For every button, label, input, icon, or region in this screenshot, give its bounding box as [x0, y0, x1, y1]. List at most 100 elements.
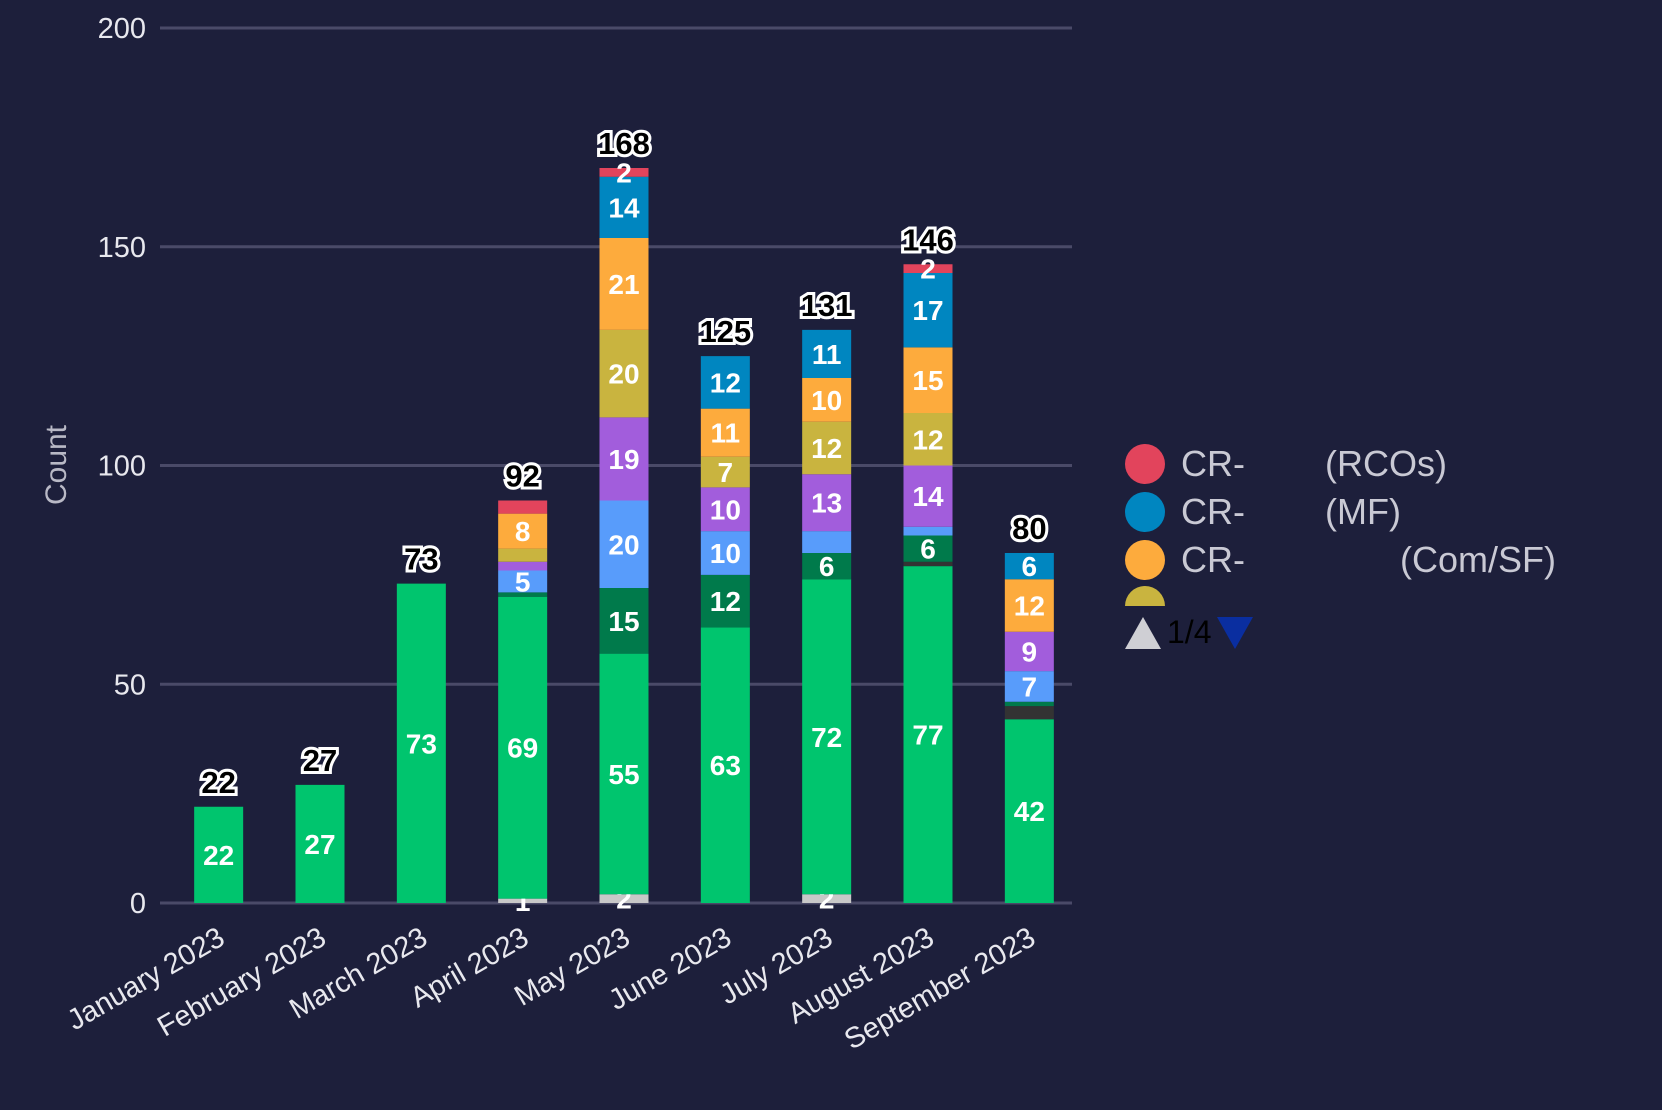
legend-next-page-icon[interactable]	[1217, 616, 1254, 649]
bar-segment	[498, 898, 548, 903]
legend-label: CR-	[1181, 539, 1245, 580]
legend-item-partial	[1125, 586, 1165, 606]
bar-segment	[1004, 671, 1054, 702]
segment-label: 10	[811, 385, 842, 416]
bar-segment	[498, 570, 548, 593]
legend-pager: 1/4	[1125, 614, 1605, 651]
bar-segment	[903, 566, 953, 903]
bar-segment	[903, 526, 953, 536]
bar-total-label: 80	[1012, 511, 1046, 546]
bar-segment	[903, 273, 953, 348]
bar-segment	[396, 583, 446, 903]
segment-label: 12	[811, 433, 842, 464]
y-tick-label: 50	[114, 669, 146, 701]
segment-label: 55	[608, 759, 639, 790]
legend-label-suffix: (MF)	[1325, 491, 1401, 532]
segment-label: 11	[711, 418, 741, 449]
bar-segment	[599, 238, 649, 330]
bar-segment	[802, 421, 852, 475]
bar-total-label: 168	[598, 126, 650, 161]
bar-segment	[295, 784, 345, 903]
bar-segment	[1004, 631, 1054, 672]
bar-segment	[1004, 579, 1054, 632]
segment-label: 72	[811, 722, 842, 753]
segment-label: 12	[710, 586, 741, 617]
bar-total-label: 22	[201, 765, 235, 800]
legend-page-indicator: 1/4	[1167, 614, 1212, 650]
segment-label: 15	[608, 606, 639, 637]
bar-segment	[903, 347, 953, 413]
segment-label: 10	[710, 494, 741, 525]
bar-segment	[802, 474, 852, 532]
segment-label: 12	[912, 424, 943, 455]
segment-label: 12	[710, 367, 741, 398]
segment-label: 19	[608, 444, 639, 475]
segment-label: 10	[710, 538, 741, 569]
bar-segment	[802, 894, 852, 903]
segment-label: 11	[812, 339, 842, 370]
bar-segment	[498, 513, 548, 549]
segment-label: 73	[406, 728, 437, 759]
segment-label: 9	[1022, 636, 1038, 667]
bar-segment	[700, 487, 750, 532]
bar-segment	[802, 579, 852, 895]
segment-label: 20	[608, 529, 639, 560]
bar-segment	[903, 465, 953, 527]
legend-item-mf[interactable]: CR- (MF)	[1125, 488, 1605, 536]
segment-label: 14	[608, 192, 640, 223]
segment-label: 21	[608, 269, 639, 300]
bar-segment	[903, 413, 953, 466]
bar-segment	[599, 176, 649, 238]
segment-label: 42	[1014, 796, 1045, 827]
segment-label: 7	[718, 457, 734, 488]
y-axis-title: Count	[40, 424, 73, 505]
bar-segment	[903, 561, 953, 567]
bar-segment	[599, 329, 649, 418]
bar-segment	[700, 456, 750, 488]
segment-label: 15	[912, 365, 943, 396]
y-tick-label: 0	[130, 888, 146, 920]
bar-segment	[1004, 553, 1054, 580]
y-tick-label: 200	[98, 13, 146, 45]
segment-label: 6	[819, 551, 835, 582]
legend-label-suffix: (Com/SF)	[1400, 539, 1556, 580]
bar-segment	[903, 264, 953, 273]
bar-total-label: 92	[505, 459, 539, 494]
bar-segment	[498, 592, 548, 597]
segment-label: 22	[203, 840, 234, 871]
legend-label: CR-	[1181, 491, 1245, 532]
bar-segment	[599, 417, 649, 501]
segment-label: 69	[507, 733, 538, 764]
bar-segment	[700, 574, 750, 628]
bar-segment	[802, 329, 852, 378]
segment-label: 12	[1014, 591, 1045, 622]
bar-segment	[498, 548, 548, 562]
bar-segment	[599, 500, 649, 588]
legend-item-rcos[interactable]: CR- (RCOs)	[1125, 440, 1605, 488]
segment-label: 63	[710, 750, 741, 781]
segment-label: 77	[912, 720, 943, 751]
bar-total-label: 131	[801, 288, 853, 323]
x-tick-label: February 2023	[152, 921, 331, 1043]
legend-label-suffix: (RCOs)	[1325, 443, 1447, 484]
bar-segment	[700, 627, 750, 903]
bar-segment	[802, 531, 852, 553]
segment-label: 6	[920, 534, 936, 565]
bar-segment	[802, 378, 852, 422]
segment-label: 2	[616, 157, 632, 188]
bar-segment	[1004, 701, 1054, 707]
segment-label: 2	[920, 254, 936, 285]
legend-item-com-sf[interactable]: CR- (Com/SF)	[1125, 536, 1605, 584]
bar-segment	[903, 535, 953, 562]
bar-total-label: 27	[303, 743, 337, 778]
bar-segment	[498, 500, 548, 514]
legend-prev-page-icon[interactable]	[1125, 616, 1161, 649]
segment-label: 7	[1022, 671, 1038, 702]
segment-label: 20	[608, 359, 639, 390]
legend-label: CR-	[1181, 443, 1245, 484]
bar-total-label: 125	[699, 314, 751, 349]
segment-label: 14	[912, 481, 944, 512]
bar-segment	[498, 561, 548, 571]
bar-total-label: 73	[404, 542, 438, 577]
